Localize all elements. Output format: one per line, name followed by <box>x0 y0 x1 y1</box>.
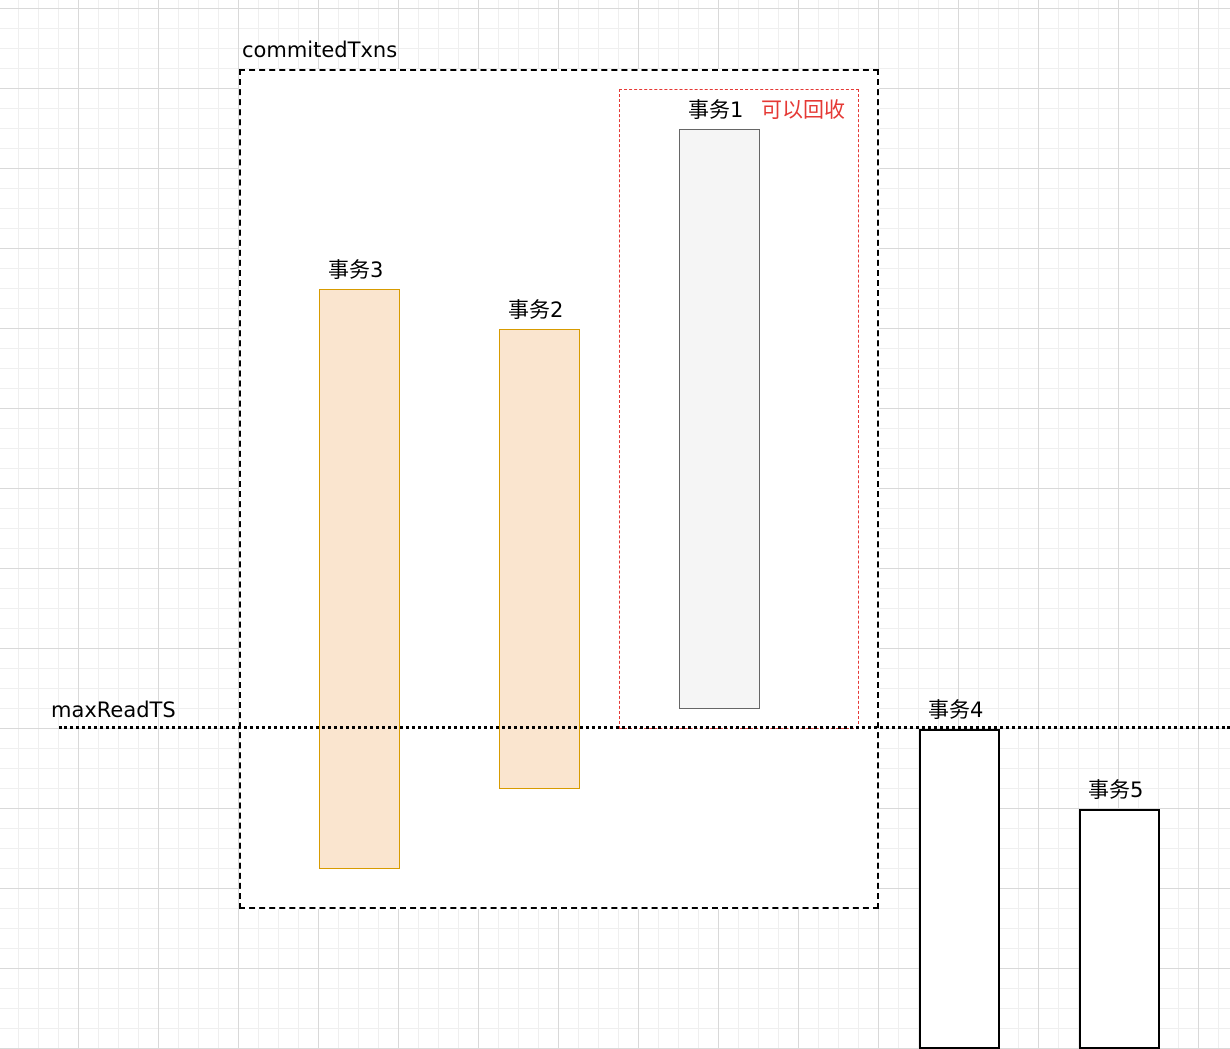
transaction-2-label: 事务2 <box>508 298 564 322</box>
transaction-1-bar[interactable] <box>679 129 760 709</box>
transaction-4-bar[interactable] <box>919 729 1000 1049</box>
transaction-3-bar[interactable] <box>319 289 400 869</box>
transaction-3-label: 事务3 <box>328 258 384 282</box>
transaction-4-label: 事务4 <box>928 698 984 722</box>
transaction-2-bar[interactable] <box>499 329 580 789</box>
committed-txns-label: commitedTxns <box>242 38 398 62</box>
max-read-ts-line <box>59 726 1230 729</box>
reclaimable-label: 可以回收 <box>761 98 845 122</box>
transaction-5-label: 事务5 <box>1088 778 1144 802</box>
transaction-1-label: 事务1 <box>688 98 744 122</box>
transaction-5-bar[interactable] <box>1079 809 1160 1049</box>
max-read-ts-label: maxReadTS <box>51 698 176 722</box>
